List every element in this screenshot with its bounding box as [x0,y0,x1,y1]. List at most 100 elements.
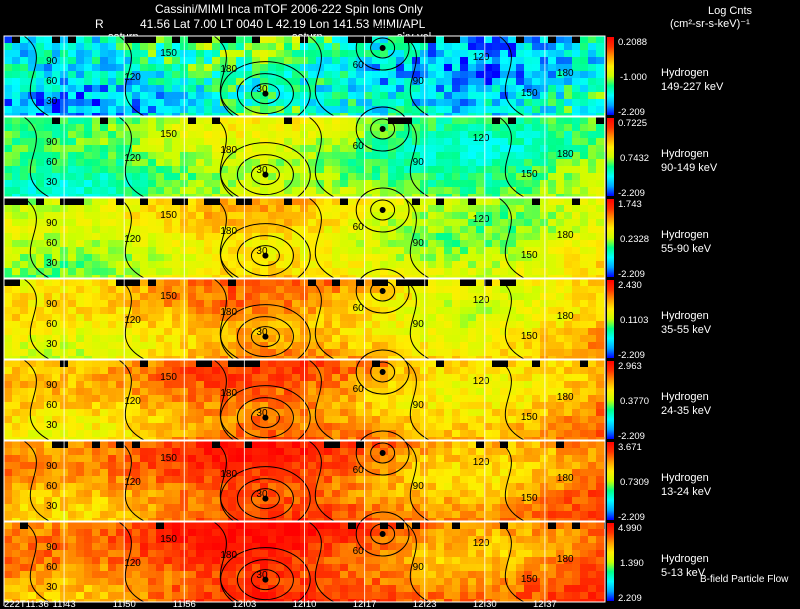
contour-label: 60 [353,465,365,476]
panel-energy: 90-149 keV [661,162,718,174]
panel-4: 30 60 90 120 150 180 30 60 90 120 150 180 2.430 0.110… [3,268,712,370]
colorbar-1 [607,37,614,115]
colorbar-mid: 0.7432 [620,153,649,164]
contour-label: 180 [220,64,237,75]
x-tick-label: 222T11:36 [4,599,49,609]
contour-label: 90 [46,218,58,229]
contour-label: 60 [353,303,365,314]
footnote: B-field Particle Flow [700,574,789,585]
contour-label: 60 [353,384,365,395]
panel-5: 30 60 90 120 150 180 30 60 90 120 150 180 2.963 0.377… [3,349,712,451]
contour-label: 90 [413,562,425,573]
contour-label: 30 [256,327,268,338]
colorbar-min: -2.209 [618,269,645,280]
contour-label: 150 [160,291,177,302]
colorbar-max: 2.430 [618,280,642,291]
contour-label: 120 [473,295,490,306]
contour-label: 90 [46,461,58,472]
x-tick-label: 12:37 [533,599,557,609]
contour-label: 90 [46,56,58,67]
contour-label: 180 [557,473,574,484]
contour-label: 150 [521,412,538,423]
contour-label: 120 [124,234,141,245]
panel-species: Hydrogen [661,310,709,322]
contour-label: 150 [521,88,538,99]
contour-label: 30 [256,489,268,500]
contour-label: 90 [46,137,58,148]
colorbar-min: -2.209 [618,350,645,361]
colorbar-mid: 0.1103 [620,315,648,326]
colorbar-5 [607,361,614,439]
contour-label: 30 [256,165,268,176]
colorbar-mid: -1.000 [620,72,647,83]
colorbar-units: (cm²-sr-s-keV)⁻¹ [670,18,750,30]
x-tick-label: 11:56 [173,599,196,609]
contour-label: 60 [46,562,58,573]
contour-label: 150 [160,129,177,140]
contour-label: 180 [220,145,237,156]
contour-label: 90 [413,319,425,330]
contour-label: 90 [413,76,425,87]
contour-label: 30 [46,582,58,593]
contour-label: 180 [220,226,237,237]
contour-label: 90 [46,299,58,310]
contour-label: 30 [256,246,268,257]
panel-energy: 55-90 keV [661,243,712,255]
contour-label: 30 [256,570,268,581]
contour-label: 120 [473,133,490,144]
contour-label: 120 [473,376,490,387]
x-tick-label: 11:50 [113,599,136,609]
contour-label: 120 [124,477,141,488]
contour-label: 120 [473,52,490,63]
contour-label: 90 [46,380,58,391]
panel-energy: 13-24 keV [661,486,712,498]
x-tick-label: 12:30 [473,599,497,609]
contour-label: 60 [353,546,365,557]
contour-label: 150 [521,493,538,504]
contour-label: 180 [220,469,237,480]
contour-label: 120 [124,396,141,407]
panel-energy: 35-55 keV [661,324,712,336]
colorbar-max: 2.963 [618,361,642,372]
contour-label: 150 [160,372,177,383]
colorbar-mid: 0.7309 [620,477,649,488]
panel-2: 30 60 90 120 150 180 30 60 90 120 150 180 0.7225 0.74… [3,106,718,208]
contour-label: 90 [413,157,425,168]
colorbar-min: -2.209 [618,188,645,199]
contour-label: 150 [521,250,538,261]
colorbar-mid: 0.2328 [620,234,649,245]
contour-label: 30 [46,177,58,188]
contour-label: 60 [46,76,58,87]
contour-label: 120 [473,457,490,468]
contour-label: 120 [124,72,141,83]
contour-label: 180 [557,392,574,403]
panel-species: Hydrogen [661,229,709,241]
contour-label: 180 [557,311,574,322]
colorbar-mid: 1.390 [620,558,644,569]
contour-label: 60 [46,400,58,411]
contour-label: 30 [46,501,58,512]
colorbar-max: 4.990 [618,523,642,534]
spectrogram-panels: 30 60 90 120 150 180 30 60 90 120 150 180 0.2088 -1.0… [3,25,724,609]
colorbar-6 [607,442,614,520]
panel-species: Hydrogen [661,391,709,403]
x-tick-label: 11:43 [53,599,76,609]
panel-species: Hydrogen [661,553,709,565]
contour-label: 150 [160,210,177,221]
panel-7: 30 60 90 120 150 180 30 60 90 120 150 180 4.990 1.390… [3,511,709,609]
contour-label: 150 [521,331,538,342]
contour-label: 180 [557,230,574,241]
colorbar-min: 2.209 [618,593,642,604]
panel-species: Hydrogen [661,148,709,160]
contour-label: 60 [353,60,365,71]
colorbar-7 [607,523,614,601]
contour-label: 60 [46,319,58,330]
panel-energy: 5-13 keV [661,567,706,579]
header-position: 41.56 Lat 7.00 LT 0040 L 42.19 Lon 141.5… [140,17,426,31]
colorbar-min: -2.209 [618,512,645,523]
colorbar-4 [607,280,614,358]
colorbar-min: -2.209 [618,107,645,118]
contour-label: 30 [46,420,58,431]
contour-label: 30 [46,339,58,350]
contour-label: 180 [557,149,574,160]
